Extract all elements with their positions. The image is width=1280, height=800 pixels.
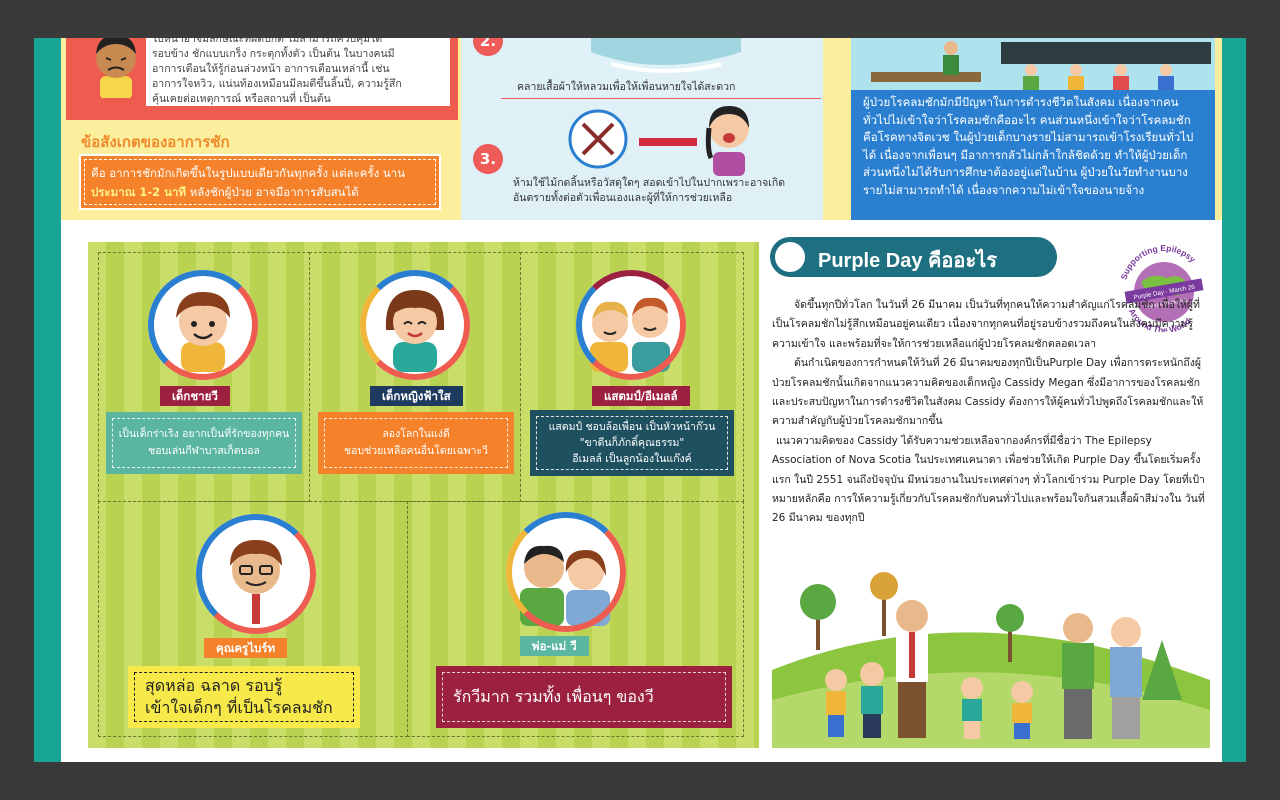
symptom-line: อาการใจหวิว, แน่นท้องเหมือนมีลมตีขึ้นลิ้…: [152, 78, 402, 90]
dash-divider: [639, 138, 697, 146]
desc-line: สุดหล่อ ฉลาด รอบรู้: [145, 676, 283, 695]
family-park-illustration: [772, 572, 1210, 748]
name-tag: คุณครูไบร์ท: [204, 638, 288, 658]
name-tag: พ่อ-แม่ วี: [520, 636, 589, 656]
step-number-2: 2.: [473, 38, 503, 56]
desc-line: อีเมลล์ เป็นลูกน้องในแก๊งค์: [572, 453, 692, 465]
symptom-line: คุ้นเคยต่อเหตุการณ์ หรือสถานที่ เป็นต้น: [152, 93, 331, 105]
portrait-boy-vee: [148, 270, 258, 380]
top-section: ใบหน้าอาจมีลักษณะที่ผิดปกติ ไม่สามารถควบ…: [61, 38, 1222, 220]
first-aid-steps-panel: 2. คลายเสื้อผ้าให้หลวมเพื่อให้เพื่อนหายใ…: [461, 38, 823, 220]
social-impact-text: ผู้ป่วยโรคลมชักมักมีปัญหาในการดำรงชีวิตใ…: [863, 95, 1194, 197]
purple-day-body: จัดขึ้นทุกปีทั่วโลก ในวันที่ 26 มีนาคม เ…: [772, 296, 1210, 529]
purple-day-logo: Supporting Epilepsy Around The World Pur…: [1119, 243, 1204, 332]
purple-day-paragraph-1: จัดขึ้นทุกปีทั่วโลก ในวันที่ 26 มีนาคม เ…: [772, 299, 1200, 350]
desc-line: แสตมป์ ชอบล้อเพื่อน เป็นหัวหน้าก๊วน: [548, 421, 716, 433]
symptom-line: รอบข้าง ชักแบบเกร็ง กระตุกทั้งตัว เป็นต้…: [152, 48, 395, 60]
name-tag: เด็กหญิงฟ้าใส: [370, 386, 463, 406]
symptom-line: อาการเตือนให้รู้ก่อนล่วงหน้า อาการเตือนเ…: [152, 63, 390, 75]
character-description: แสตมป์ ชอบล้อเพื่อน เป็นหัวหน้าก๊วน "ขาดี…: [530, 410, 734, 476]
characters-grid: เด็กชายวี เป็นเด็กร่าเริง อยากเป็นที่รัก…: [88, 242, 759, 748]
purple-day-title: Purple Day คืออะไร: [818, 250, 997, 272]
bullet-circle: [775, 242, 805, 272]
step-2-text: คลายเสื้อผ้าให้หลวมเพื่อให้เพื่อนหายใจได…: [517, 81, 736, 93]
desc-line: ลองโลกในแง่ดี: [382, 428, 450, 440]
portrait-stamp-email: [576, 270, 686, 380]
symptom-line: ใบหน้าอาจมีลักษณะที่ผิดปกติ ไม่สามารถควบ…: [152, 38, 383, 45]
classroom-illustration: [851, 38, 1215, 90]
portrait-teacher-bright: [196, 514, 316, 634]
no-stick-icon: [568, 109, 628, 169]
purple-day-paragraph-2: ต้นกำเนิดของการกำหนดให้วันที่ 26 มีนาคมข…: [772, 357, 1204, 428]
portrait-parents: [506, 512, 626, 632]
desc-line: เป็นเด็กร่าเริง อยากเป็นที่รักของทุกคน: [118, 428, 290, 440]
character-description: ลองโลกในแง่ดีชอบช่วยเหลือคนอื่นโดยเฉพาะว…: [318, 412, 514, 474]
character-description: สุดหล่อ ฉลาด รอบรู้เข้าใจเด็กๆ ที่เป็นโร…: [128, 666, 360, 728]
infographic-sheet: ใบหน้าอาจมีลักษณะที่ผิดปกติ ไม่สามารถควบ…: [61, 38, 1222, 762]
character-description: รักวีมาก รวมทั้ง เพื่อนๆ ของวี: [436, 666, 732, 728]
purple-day-banner: Purple Day คืออะไร: [770, 237, 1057, 277]
step-3-text-line2: อันตรายทั้งต่อตัวเพื่อนเองและผู้ที่ให้กา…: [513, 192, 733, 204]
character-cell: [407, 501, 744, 737]
desc-line: ชอบเล่นกีฬาบาสเก็ตบอล: [148, 445, 260, 457]
name-tag: แสตมป์/อีเมลล์: [592, 386, 690, 406]
purple-day-paragraph-3: แนวความคิดของ Cassidy ได้รับความช่วยเหลื…: [772, 434, 1205, 525]
observation-highlight: ประมาณ 1-2 นาที: [91, 185, 187, 199]
observation-box: คือ อาการชักมักเกิดขึ้นในรูปแบบเดียวกันท…: [79, 154, 441, 210]
desc-line: เข้าใจเด็กๆ ที่เป็นโรคลมชัก: [145, 698, 333, 717]
observation-title: ข้อสังเกตของอาการชัก: [81, 134, 230, 151]
symptom-text-box: ใบหน้าอาจมีลักษณะที่ผิดปกติ ไม่สามารถควบ…: [146, 38, 450, 106]
name-tag: เด็กชายวี: [160, 386, 230, 406]
sad-boy-icon: [96, 38, 136, 98]
desc-line: รักวีมาก รวมทั้ง เพื่อนๆ ของวี: [453, 687, 654, 706]
desc-line: ชอบช่วยเหลือคนอื่นโดยเฉพาะวี: [344, 445, 488, 457]
girl-mouth-open-icon: [705, 106, 749, 176]
divider: [501, 98, 821, 99]
social-impact-panel: ผู้ป่วยโรคลมชักมักมีปัญหาในการดำรงชีวิตใ…: [851, 38, 1215, 220]
observation-post: หลังชักผู้ป่วย อาจมีอาการสับสนได้: [186, 185, 359, 199]
observation-pre: คือ อาการชักมักเกิดขึ้นในรูปแบบเดียวกันท…: [91, 166, 406, 180]
poster-frame: ใบหน้าอาจมีลักษณะที่ผิดปกติ ไม่สามารถควบ…: [34, 38, 1246, 762]
symptom-card: ใบหน้าอาจมีลักษณะที่ผิดปกติ ไม่สามารถควบ…: [66, 38, 458, 120]
step-3-text-line1: ห้ามใช้ไม้กดลิ้นหรือวัสดุใดๆ สอดเข้าไปใน…: [513, 177, 786, 189]
step-number-3: 3.: [473, 144, 503, 174]
loosen-clothes-illustration: [591, 38, 741, 73]
character-description: เป็นเด็กร่าเริง อยากเป็นที่รักของทุกคนชอ…: [106, 412, 302, 474]
portrait-girl-fahsai: [360, 270, 470, 380]
people-group: [825, 600, 1142, 739]
desc-line: "ขาดีนก็ภักดิ์คุณธรรม": [579, 437, 685, 449]
